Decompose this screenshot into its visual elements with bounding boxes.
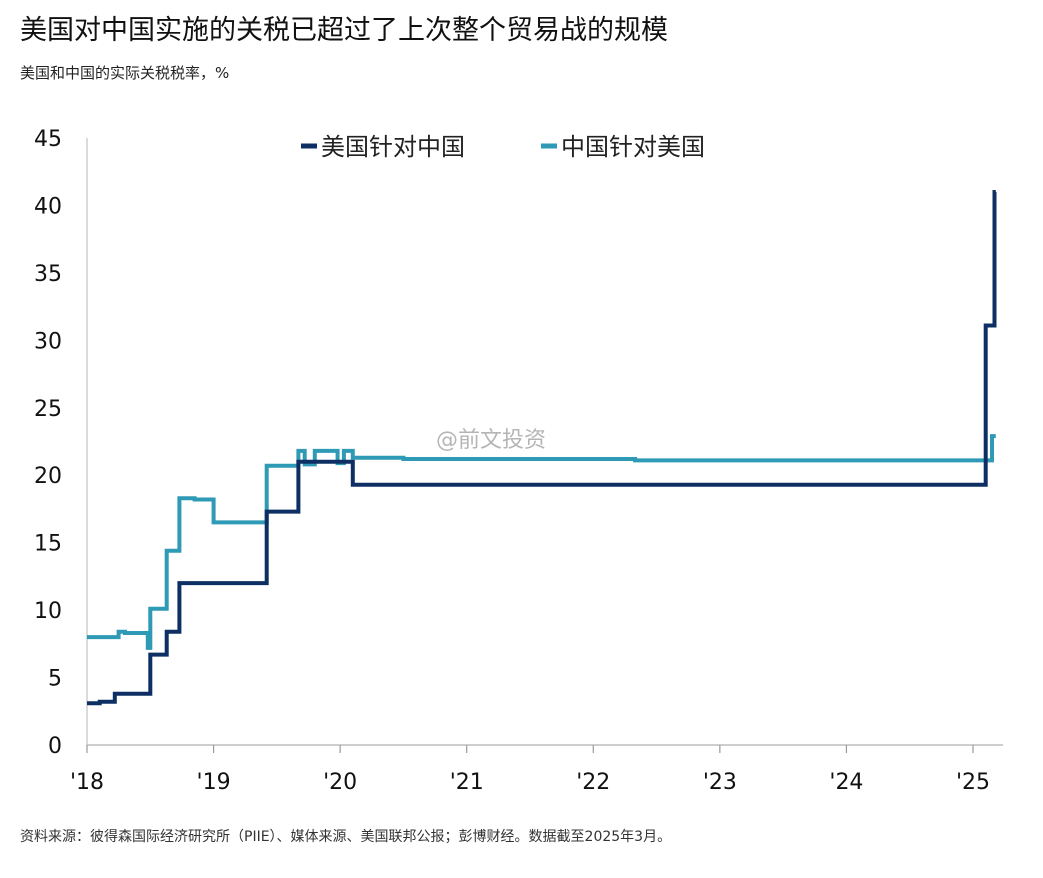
y-tick-label: 35: [34, 262, 62, 287]
y-tick-label: 25: [34, 397, 62, 422]
y-tick-label: 5: [48, 667, 62, 692]
x-tick-label: '25: [956, 770, 990, 795]
y-tick-label: 10: [34, 599, 62, 624]
y-tick-label: 40: [34, 194, 62, 219]
x-tick-label: '24: [829, 770, 863, 795]
x-tick-label: '22: [576, 770, 610, 795]
legend-label: 中国针对美国: [561, 133, 705, 161]
legend-label: 美国针对中国: [321, 133, 465, 161]
source-note: 资料来源：彼得森国际经济研究所（PIIE）、媒体来源、美国联邦公报；彭博财经。数…: [20, 829, 672, 845]
x-tick-label: '19: [197, 770, 231, 795]
chart-series: [87, 190, 997, 706]
chart-subtitle: 美国和中国的实际关税税率，%: [20, 64, 230, 82]
x-tick-label: '18: [70, 770, 104, 795]
y-tick-label: 15: [34, 532, 62, 557]
chart-title: 美国对中国实施的关税已超过了上次整个贸易战的规模: [20, 15, 668, 46]
watermark: @前文投资: [436, 428, 547, 453]
chart-legend: 美国针对中国 中国针对美国: [301, 133, 705, 161]
series-line-china-on-us: [87, 434, 996, 650]
x-tick-label: '23: [703, 770, 737, 795]
series-line-us-on-china: [87, 190, 997, 706]
x-tick-label: '20: [323, 770, 357, 795]
x-tick-label: '21: [450, 770, 484, 795]
chart-axes: 0 5 10 15 20 25 30 35 40 45 '18 '19 '20 '21 '22 '23 '24 '…: [34, 127, 1003, 795]
y-tick-label: 45: [34, 127, 62, 152]
y-tick-label: 0: [48, 734, 62, 759]
y-tick-label: 20: [34, 464, 62, 489]
y-tick-label: 30: [34, 329, 62, 354]
